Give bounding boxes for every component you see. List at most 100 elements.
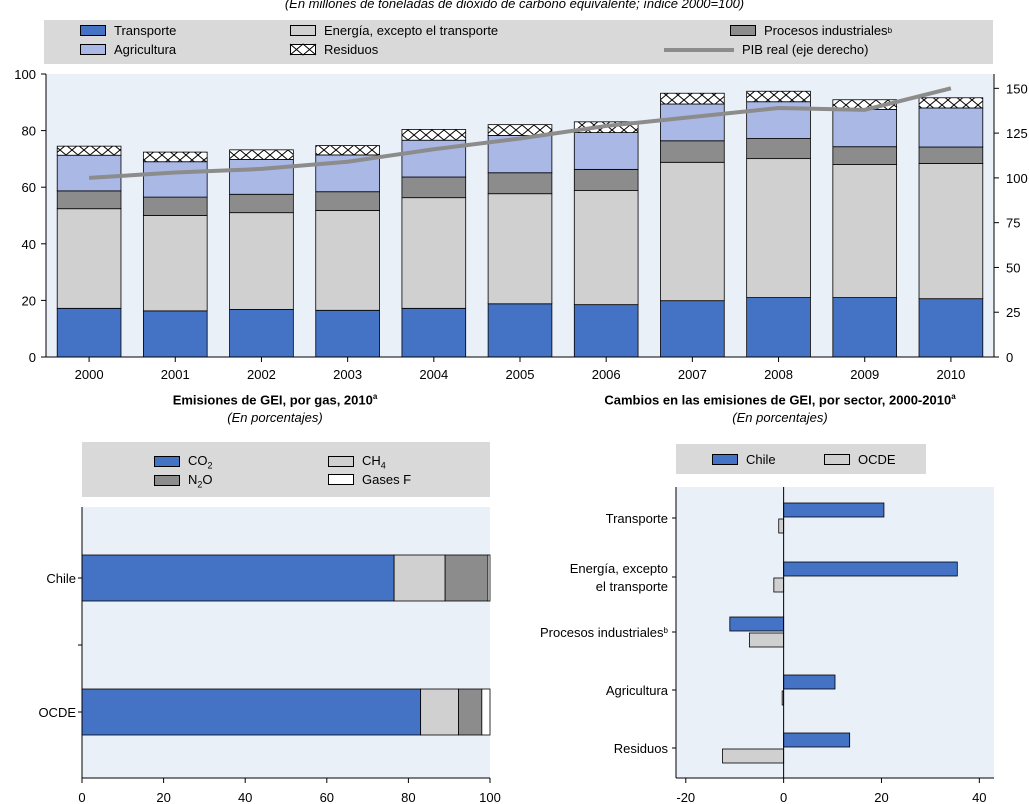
x-tick-label-2005: 2005 xyxy=(506,367,535,382)
legend-swatch-energia xyxy=(290,25,316,36)
bar-transporte-2004 xyxy=(401,307,467,358)
bar-procesos-2000 xyxy=(56,190,122,210)
bar-residuos-2002 xyxy=(229,149,294,160)
bar-transporte-2001 xyxy=(142,310,208,358)
bar-energia-2003 xyxy=(315,210,380,311)
br-y-label-main: Procesos industriales xyxy=(540,625,664,640)
bar-procesos-2005 xyxy=(487,172,553,195)
bar-ch4-chile xyxy=(393,554,446,602)
bar-energia-2004 xyxy=(401,197,467,309)
pib-line xyxy=(88,86,952,180)
legend-item-energia: Energía, excepto el transporte xyxy=(290,23,498,38)
bl-chart-subtitle: (En porcentajes) xyxy=(227,410,323,425)
legend-label-procesos: Procesos industriales xyxy=(764,23,888,38)
legend-swatch-chile xyxy=(712,454,738,465)
y2-tick-label-125: 125 xyxy=(1006,126,1028,141)
x-tick-label-2001: 2001 xyxy=(161,367,190,382)
bar-transporte-2009 xyxy=(832,297,898,358)
legend-label-ch4: CH4 xyxy=(362,453,386,471)
legend-swatch-pib xyxy=(664,47,734,52)
legend-item-agricultura: Agricultura xyxy=(80,42,176,57)
legend-swatch-agricultura xyxy=(80,44,106,55)
bar-chile-cat-2 xyxy=(729,616,785,632)
bl-x-tick-label-20: 20 xyxy=(156,790,170,804)
bar-ocde-cat-0 xyxy=(778,518,785,534)
bar-ocde-cat-2 xyxy=(748,632,785,648)
legend-item-pib: PIB real (eje derecho) xyxy=(664,42,868,57)
bar-energia-2002 xyxy=(229,212,294,310)
bar-chile-cat-4 xyxy=(783,732,851,748)
bar-energia-2010 xyxy=(918,163,984,300)
bar-gasesf-ocde xyxy=(481,688,491,736)
y-tick-label-40: 40 xyxy=(22,237,36,252)
bar-transporte-2010 xyxy=(918,298,984,358)
legend-swatch-procesos xyxy=(730,25,756,36)
bar-energia-2006 xyxy=(573,190,639,306)
x-tick-label-2010: 2010 xyxy=(936,367,965,382)
legend-label-co2: CO2 xyxy=(188,453,213,471)
br-title-sup: a xyxy=(951,392,956,401)
y-tick-label-20: 20 xyxy=(22,293,36,308)
y-tick-label-0: 0 xyxy=(29,350,36,365)
bar-residuos-2010 xyxy=(918,97,984,109)
bar-transporte-2007 xyxy=(660,300,725,358)
bar-procesos-2004 xyxy=(401,176,467,199)
x-tick-label-2002: 2002 xyxy=(247,367,276,382)
legend-swatch-n2o xyxy=(154,475,180,487)
bar-transporte-2006 xyxy=(573,304,639,358)
bl-x-tick-label-100: 100 xyxy=(479,790,501,804)
bar-ocde-cat-4 xyxy=(722,748,785,764)
bar-co2-ocde xyxy=(81,688,422,736)
bar-procesos-2001 xyxy=(142,196,208,216)
bar-procesos-2010 xyxy=(918,146,984,164)
x-tick-label-2003: 2003 xyxy=(333,367,362,382)
br-chart-title: Cambios en las emisiones de GEI, por sec… xyxy=(560,392,1000,407)
x-tick-label-2009: 2009 xyxy=(850,367,879,382)
y2-tick-label-25: 25 xyxy=(1006,305,1020,320)
br-plot-area xyxy=(676,487,994,778)
bar-energia-2008 xyxy=(746,158,811,298)
bar-energia-2009 xyxy=(832,164,898,298)
bar-residuos-2005 xyxy=(487,124,553,136)
br-legend: Chile OCDE xyxy=(676,444,926,474)
legend-item-residuos: Residuos xyxy=(289,42,378,57)
legend-label-n2o: N2O xyxy=(188,472,213,490)
bar-agricultura-2009 xyxy=(832,108,898,148)
bar-chile-cat-3 xyxy=(783,674,836,690)
br-y-label-cat-1-line0: Energía, excepto xyxy=(570,561,668,576)
bar-transporte-2000 xyxy=(56,307,122,358)
bar-chile-cat-0 xyxy=(783,502,885,518)
bar-residuos-2003 xyxy=(315,145,380,156)
bar-agricultura-2007 xyxy=(660,103,725,142)
legend-item-ch4: CH4 xyxy=(328,453,386,471)
bar-procesos-2003 xyxy=(315,191,380,211)
bl-chart-title: Emisiones de GEI, por gas, 2010a xyxy=(60,392,490,407)
br-x-tick-label--20: -20 xyxy=(676,790,695,804)
legend-label-agricultura: Agricultura xyxy=(114,42,177,57)
bl-x-tick-label-60: 60 xyxy=(320,790,334,804)
bar-gasesf-chile xyxy=(487,554,491,602)
legend-label-procesos-sup: b xyxy=(887,26,893,35)
x-tick-label-2006: 2006 xyxy=(592,367,621,382)
bar-ch4-ocde xyxy=(420,688,459,736)
br-x-tick-label-40: 40 xyxy=(972,790,986,804)
br-y-label-cat-3-line0: Agricultura xyxy=(606,683,669,698)
bar-residuos-2007 xyxy=(660,92,725,105)
x-tick-label-2008: 2008 xyxy=(764,367,793,382)
bar-procesos-2002 xyxy=(229,193,294,214)
legend-swatch-ocde xyxy=(824,454,850,465)
br-y-label-cat-2-line0: Procesos industrialesb xyxy=(540,625,669,640)
legend-item-n2o: N2O xyxy=(154,472,213,490)
legend-item-chile: Chile xyxy=(712,452,776,467)
bar-agricultura-2006 xyxy=(573,132,639,170)
bar-ocde-cat-1 xyxy=(773,577,785,593)
top-legend: Transporte Agricultura Energía, excepto … xyxy=(44,20,993,64)
legend-item-transporte: Transporte xyxy=(80,23,176,38)
legend-swatch-ch4 xyxy=(328,456,354,468)
x-tick-label-2000: 2000 xyxy=(75,367,104,382)
y-tick-label-100: 100 xyxy=(14,67,36,82)
legend-item-procesos: Procesos industriales b xyxy=(730,23,892,38)
br-x-tick-label-20: 20 xyxy=(874,790,888,804)
bar-agricultura-2002 xyxy=(229,159,294,195)
